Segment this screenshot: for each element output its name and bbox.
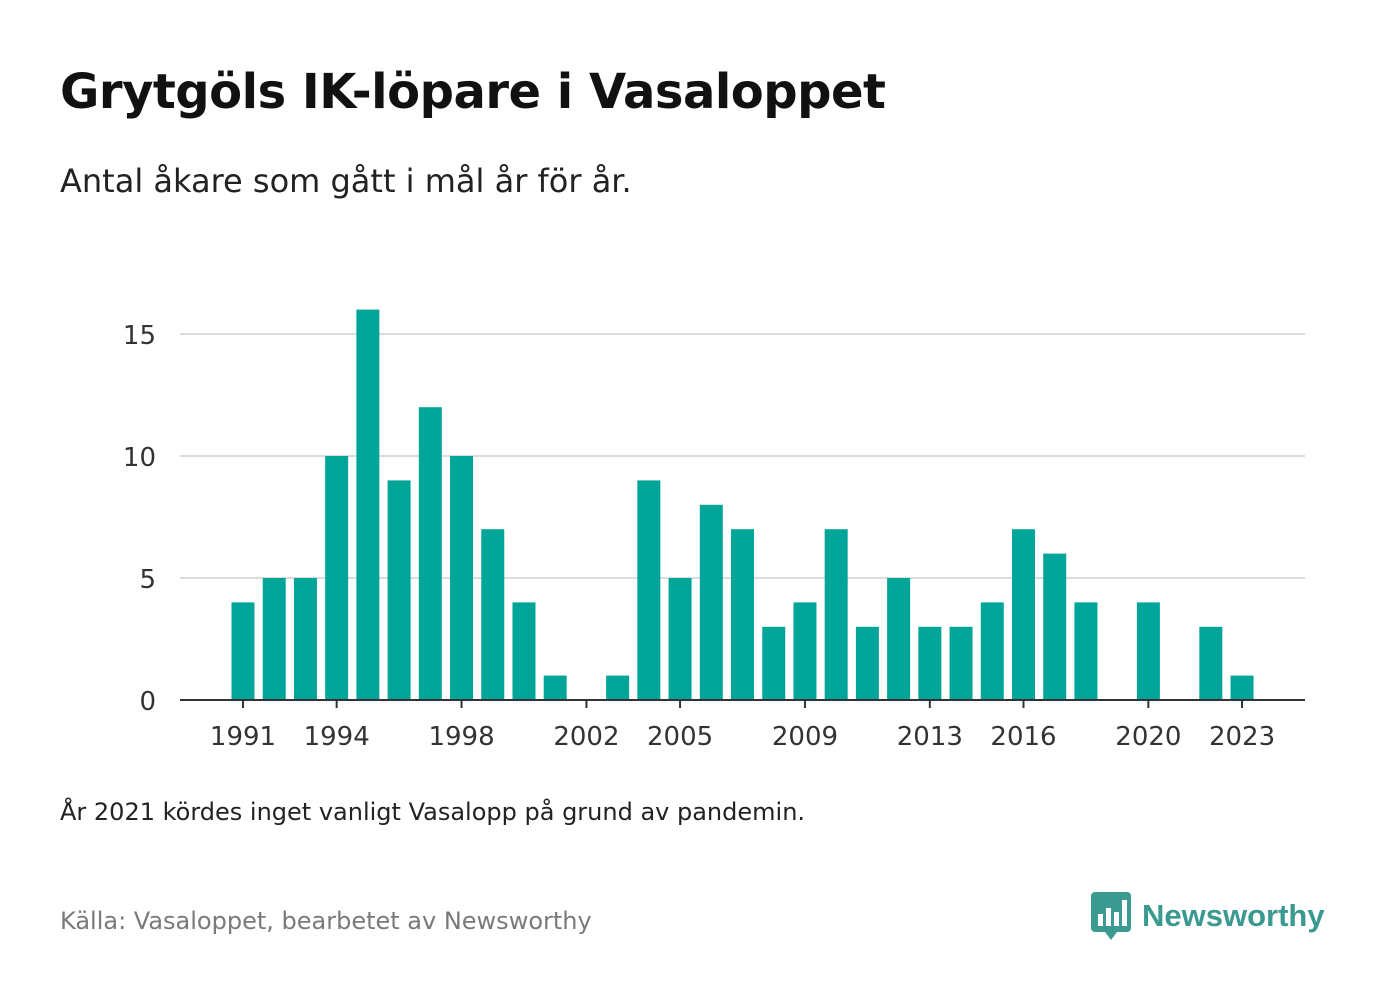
x-tick-label: 2009 [772,722,838,752]
x-tick-label: 2002 [553,722,619,752]
bar-2022 [1199,626,1223,700]
bar-chart: 0 5 10 15 1991 1994 1998 2002 2005 2009 2013 2016 2… [123,309,1305,752]
x-tick-label: 2016 [990,722,1056,752]
bar-2017 [1043,553,1067,700]
y-tick-label: 5 [139,565,156,595]
bar-1992 [262,578,286,700]
bar-2001 [543,675,567,700]
newsworthy-logo-icon [1091,892,1131,940]
newsworthy-logo: Newsworthy [1090,890,1325,942]
chart-subtitle: Antal åkare som gått i mål år för år. [60,162,632,200]
bar-2020 [1136,602,1160,700]
x-tick-label: 1998 [428,722,494,752]
bar-2023 [1230,675,1254,700]
bar-2007 [731,529,755,700]
bar-2005 [668,578,692,700]
bar-1991 [231,602,255,700]
bar-2018 [1074,602,1098,700]
bar-2009 [793,602,817,700]
y-tick-label: 0 [139,687,156,717]
x-tick-label: 2023 [1209,722,1275,752]
bars [231,309,1254,700]
x-axis-ticks: 1991 1994 1998 2002 2005 2009 2013 2016 2020 2023 [210,700,1275,752]
bar-1993 [293,578,317,700]
bar-2006 [699,504,723,700]
bar-1996 [387,480,411,700]
chart-title: Grytgöls IK-löpare i Vasaloppet [60,64,886,120]
bar-2015 [980,602,1004,700]
source-text: Källa: Vasaloppet, bearbetet av Newswort… [60,907,592,935]
y-tick-label: 15 [123,321,156,351]
bar-2016 [1012,529,1035,700]
x-tick-label: 1994 [304,722,370,752]
bar-2003 [606,675,630,700]
bar-2008 [762,626,786,700]
y-axis-ticks: 0 5 10 15 [123,321,156,717]
bar-1994 [325,456,349,700]
bar-2011 [855,626,879,700]
bar-2000 [512,602,536,700]
bar-1998 [450,456,474,700]
x-tick-label: 2005 [647,722,713,752]
brand-name: Newsworthy [1142,898,1325,933]
x-tick-label: 1991 [210,722,276,752]
bar-1997 [418,407,442,700]
bar-2013 [918,626,942,700]
chart-note: År 2021 kördes inget vanligt Vasalopp på… [60,798,806,826]
bar-1995 [356,309,380,700]
bar-2014 [949,626,973,700]
y-tick-label: 10 [123,443,156,473]
x-tick-label: 2013 [897,722,963,752]
x-tick-label: 2020 [1115,722,1181,752]
bar-2004 [637,480,661,700]
bar-2012 [887,578,911,700]
bar-1999 [481,529,505,700]
bar-2010 [824,529,848,700]
